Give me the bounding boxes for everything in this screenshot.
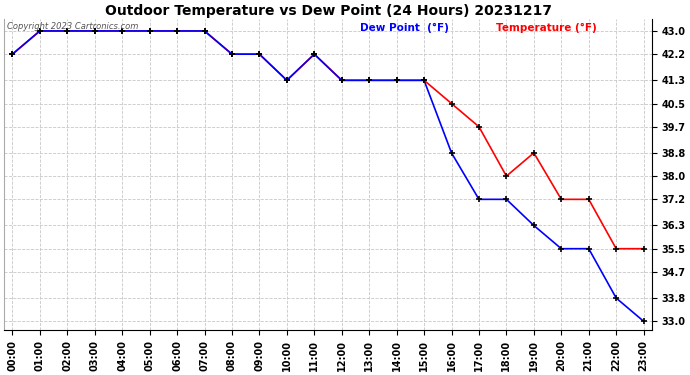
Text: Temperature (°F): Temperature (°F): [496, 22, 597, 33]
Text: Copyright 2023 Cartronics.com: Copyright 2023 Cartronics.com: [8, 22, 139, 32]
Title: Outdoor Temperature vs Dew Point (24 Hours) 20231217: Outdoor Temperature vs Dew Point (24 Hou…: [104, 4, 551, 18]
Text: Dew Point  (°F): Dew Point (°F): [360, 22, 449, 33]
